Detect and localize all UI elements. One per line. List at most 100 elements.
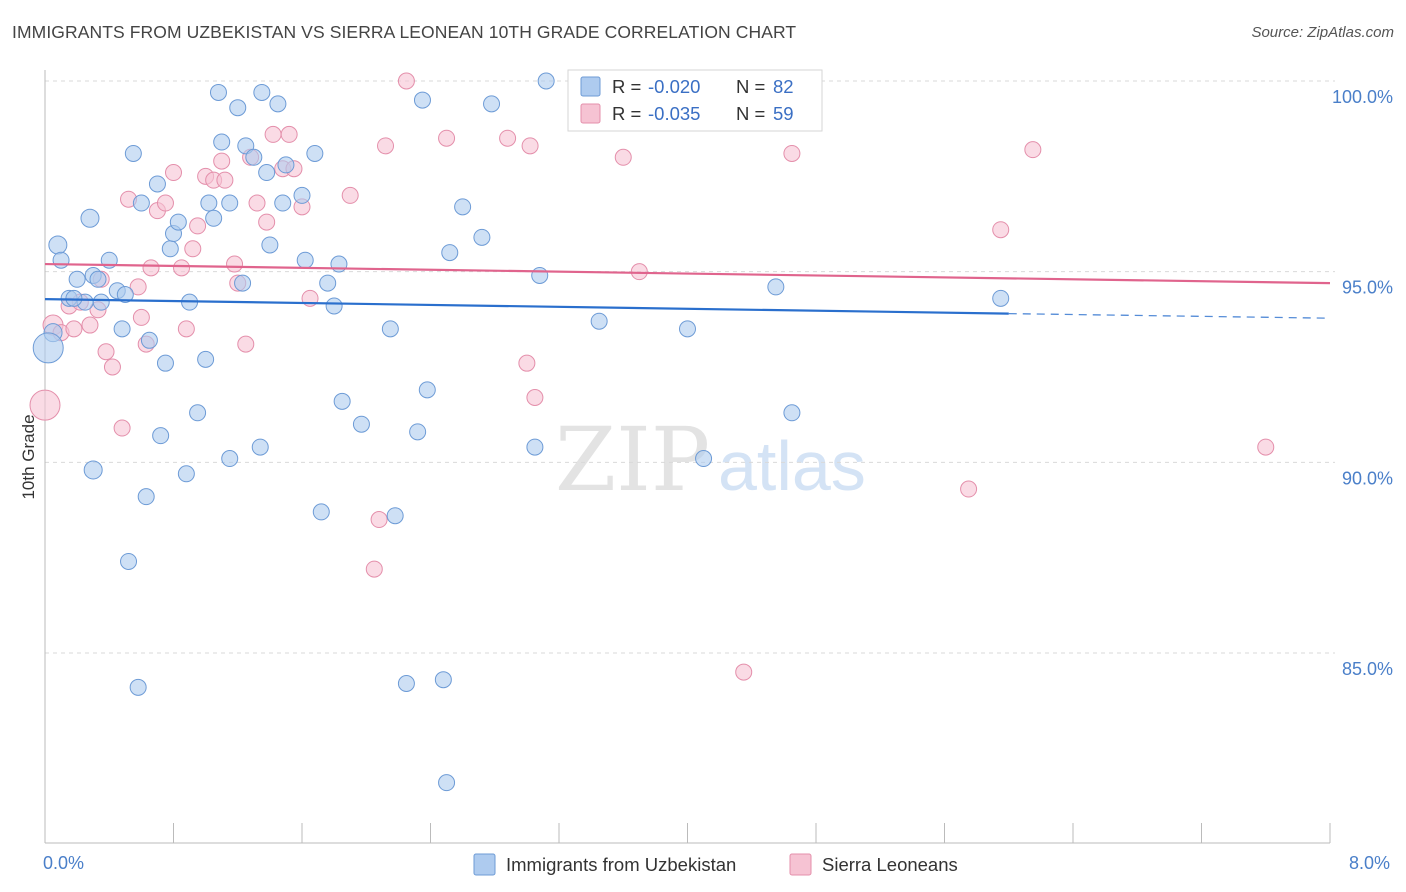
point-uzbekistan [205, 209, 223, 227]
point-sierra-leonean [614, 148, 632, 166]
point-uzbekistan [418, 381, 436, 399]
point-sierra-leonean [226, 255, 244, 273]
point-uzbekistan [129, 678, 147, 696]
y-axis-label: 10th Grade [19, 414, 38, 499]
source-credit: Source: ZipAtlas.com [1251, 24, 1394, 41]
y-tick-labels: 100.0% 95.0% 90.0% 85.0% [1332, 87, 1393, 679]
point-uzbekistan [83, 460, 103, 480]
point-uzbekistan [213, 133, 231, 151]
point-uzbekistan [386, 507, 404, 525]
point-sierra-leonean [526, 389, 544, 407]
point-uzbekistan [253, 83, 271, 101]
bottom-legend-blue-swatch [473, 853, 496, 876]
legend-pink-n-label: N = [736, 103, 765, 124]
legend-blue-swatch [580, 76, 601, 97]
point-uzbekistan [137, 488, 155, 506]
point-sierra-leonean [280, 125, 298, 143]
point-uzbekistan [537, 72, 555, 90]
point-uzbekistan [590, 312, 608, 330]
point-sierra-leonean [113, 419, 131, 437]
point-sierra-leonean [248, 194, 266, 212]
point-uzbekistan [189, 404, 207, 422]
point-uzbekistan [531, 266, 549, 284]
point-sierra-leonean [237, 335, 255, 353]
trend-line-uzbekistan-extension [1008, 312, 1331, 319]
y-tick-label: 100.0% [1332, 87, 1393, 107]
point-sierra-leonean [156, 194, 174, 212]
point-uzbekistan [161, 240, 179, 258]
point-uzbekistan [152, 427, 170, 445]
point-sierra-leonean [630, 263, 648, 281]
point-sierra-leonean [1024, 141, 1042, 159]
bottom-legend-pink-label: Sierra Leoneans [822, 854, 958, 875]
point-uzbekistan [783, 404, 801, 422]
stats-legend: R = -0.020 N = 82 R = -0.035 N = 59 [567, 69, 823, 132]
point-uzbekistan [312, 503, 330, 521]
bottom-legend-blue-label: Immigrants from Uzbekistan [506, 854, 736, 875]
point-uzbekistan [140, 331, 158, 349]
point-sierra-leonean [81, 316, 99, 334]
point-uzbekistan [441, 244, 459, 262]
point-uzbekistan [333, 392, 351, 410]
bottom-legend-pink-swatch [789, 853, 812, 876]
bottom-legend: Immigrants from Uzbekistan Sierra Leonea… [473, 853, 958, 876]
point-sierra-leonean [438, 129, 456, 147]
y-tick-label: 95.0% [1342, 278, 1393, 298]
point-uzbekistan [120, 552, 138, 570]
point-sierra-leonean [129, 278, 147, 296]
point-sierra-leonean [177, 320, 195, 338]
point-uzbekistan [434, 671, 452, 689]
point-uzbekistan [209, 83, 227, 101]
point-sierra-leonean [65, 320, 83, 338]
legend-pink-n-value: 59 [773, 103, 794, 124]
point-uzbekistan [229, 99, 247, 117]
point-uzbekistan [113, 320, 131, 338]
point-uzbekistan [526, 438, 544, 456]
point-uzbekistan [381, 320, 399, 338]
point-uzbekistan [454, 198, 472, 216]
series-uzbekistan [32, 72, 1010, 792]
watermark: ZIP atlas [555, 408, 866, 511]
point-uzbekistan [221, 450, 239, 468]
point-uzbekistan [116, 286, 134, 304]
series-sierra-leoneans [29, 72, 1275, 681]
legend-blue-n-value: 82 [773, 76, 794, 97]
point-sierra-leonean [189, 217, 207, 235]
point-sierra-leonean [992, 221, 1010, 239]
watermark-atlas: atlas [718, 427, 866, 505]
point-uzbekistan [169, 213, 187, 231]
point-sierra-leonean [165, 164, 182, 182]
point-uzbekistan [473, 228, 491, 246]
point-uzbekistan [221, 194, 239, 212]
chart-title: IMMIGRANTS FROM UZBEKISTAN VS SIERRA LEO… [12, 22, 797, 42]
trend-line-uzbekistan [44, 298, 1009, 315]
point-uzbekistan [68, 270, 86, 288]
point-uzbekistan [438, 774, 456, 792]
point-sierra-leonean [1257, 438, 1275, 456]
x-tick-label-min: 0.0% [43, 853, 84, 873]
point-sierra-leonean [132, 308, 150, 326]
point-uzbekistan [245, 148, 263, 166]
trend-lines [44, 262, 1331, 319]
legend-blue-r-value: -0.020 [648, 76, 700, 97]
point-sierra-leonean [377, 137, 395, 155]
point-sierra-leonean [216, 171, 234, 189]
stats-legend-box [567, 69, 823, 132]
point-uzbekistan [89, 270, 107, 288]
point-uzbekistan [483, 95, 501, 113]
point-uzbekistan [306, 144, 324, 162]
point-uzbekistan [296, 251, 314, 269]
legend-pink-r-value: -0.035 [648, 103, 700, 124]
point-uzbekistan [200, 194, 218, 212]
point-uzbekistan [269, 95, 287, 113]
point-uzbekistan [124, 144, 142, 162]
point-uzbekistan [679, 320, 696, 338]
point-uzbekistan [352, 415, 370, 433]
point-sierra-leonean [97, 343, 115, 361]
point-uzbekistan [48, 235, 68, 255]
y-tick-label: 85.0% [1342, 659, 1393, 679]
point-uzbekistan [277, 156, 295, 174]
legend-blue-r-label: R = [612, 76, 641, 97]
legend-pink-r-label: R = [612, 103, 641, 124]
